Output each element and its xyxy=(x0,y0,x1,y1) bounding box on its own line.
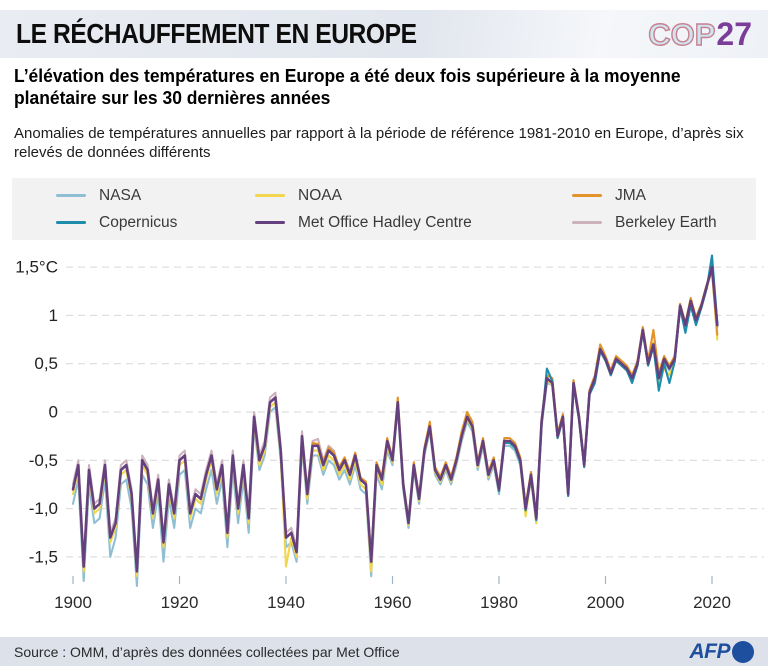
svg-text:1: 1 xyxy=(49,306,58,325)
footer-band: Source : OMM, d’après des données collec… xyxy=(0,637,768,666)
legend-label: Berkeley Earth xyxy=(615,213,717,231)
line-chart: 1,5°C 1 0,5 0 -0,5 -1,0 -1,5 1900 1920 1940 1960 19… xyxy=(0,248,768,620)
cop27-logo-cop: COP xyxy=(648,16,717,52)
svg-text:2020: 2020 xyxy=(693,593,731,612)
chart-svg: 1,5°C 1 0,5 0 -0,5 -1,0 -1,5 1900 1920 1940 1960 19… xyxy=(15,254,764,612)
svg-text:-1,5: -1,5 xyxy=(29,547,58,566)
svg-text:1940: 1940 xyxy=(267,593,305,612)
nasa-line-swatch xyxy=(56,193,86,198)
source-credit: Source : OMM, d’après des données collec… xyxy=(14,643,400,660)
legend-label: NOAA xyxy=(298,186,342,204)
legend-column-3: JMA Berkeley Earth xyxy=(572,186,756,233)
svg-text:1900: 1900 xyxy=(54,593,92,612)
svg-text:2000: 2000 xyxy=(587,593,625,612)
afp-logo: AFP xyxy=(689,639,754,664)
legend-column-2: NOAA Met Office Hadley Centre xyxy=(255,186,572,233)
svg-text:0,5: 0,5 xyxy=(34,354,58,373)
svg-text:1,5°C: 1,5°C xyxy=(15,258,58,277)
legend-item-met-office: Met Office Hadley Centre xyxy=(255,213,572,233)
header-band: LE RÉCHAUFFEMENT EN EUROPE COP 27 xyxy=(0,10,768,58)
svg-text:-0,5: -0,5 xyxy=(29,451,58,470)
legend-item-nasa: NASA xyxy=(56,186,255,206)
legend-item-berkeley: Berkeley Earth xyxy=(572,213,756,233)
svg-text:1980: 1980 xyxy=(480,593,518,612)
chart-description: Anomalies de températures annuelles par … xyxy=(14,125,744,162)
legend-column-1: NASA Copernicus xyxy=(12,186,255,233)
legend-label: NASA xyxy=(99,186,142,204)
svg-text:-1,0: -1,0 xyxy=(29,499,58,518)
afp-logo-text: AFP xyxy=(689,639,731,663)
jma-line-swatch xyxy=(572,193,602,198)
legend-item-copernicus: Copernicus xyxy=(56,213,255,233)
svg-text:1920: 1920 xyxy=(161,593,199,612)
legend-label: Copernicus xyxy=(99,213,178,231)
met-office-line-swatch xyxy=(255,220,285,225)
page-title: LE RÉCHAUFFEMENT EN EUROPE xyxy=(16,18,417,49)
chart-legend: NASA Copernicus NOAA Met Office Hadley C… xyxy=(12,178,756,240)
chart-subtitle: L’élévation des températures en Europe a… xyxy=(14,66,681,108)
berkeley-line-swatch xyxy=(572,220,602,225)
noaa-line-swatch xyxy=(255,193,285,198)
legend-item-jma: JMA xyxy=(572,186,756,206)
legend-label: Met Office Hadley Centre xyxy=(298,213,472,231)
afp-globe-icon xyxy=(732,640,754,663)
cop27-logo: COP 27 xyxy=(648,16,752,53)
svg-text:0: 0 xyxy=(49,403,58,422)
cop27-logo-number: 27 xyxy=(716,15,752,52)
svg-text:1960: 1960 xyxy=(374,593,412,612)
copernicus-line-swatch xyxy=(56,220,86,225)
legend-item-noaa: NOAA xyxy=(255,186,572,206)
legend-label: JMA xyxy=(615,186,646,204)
